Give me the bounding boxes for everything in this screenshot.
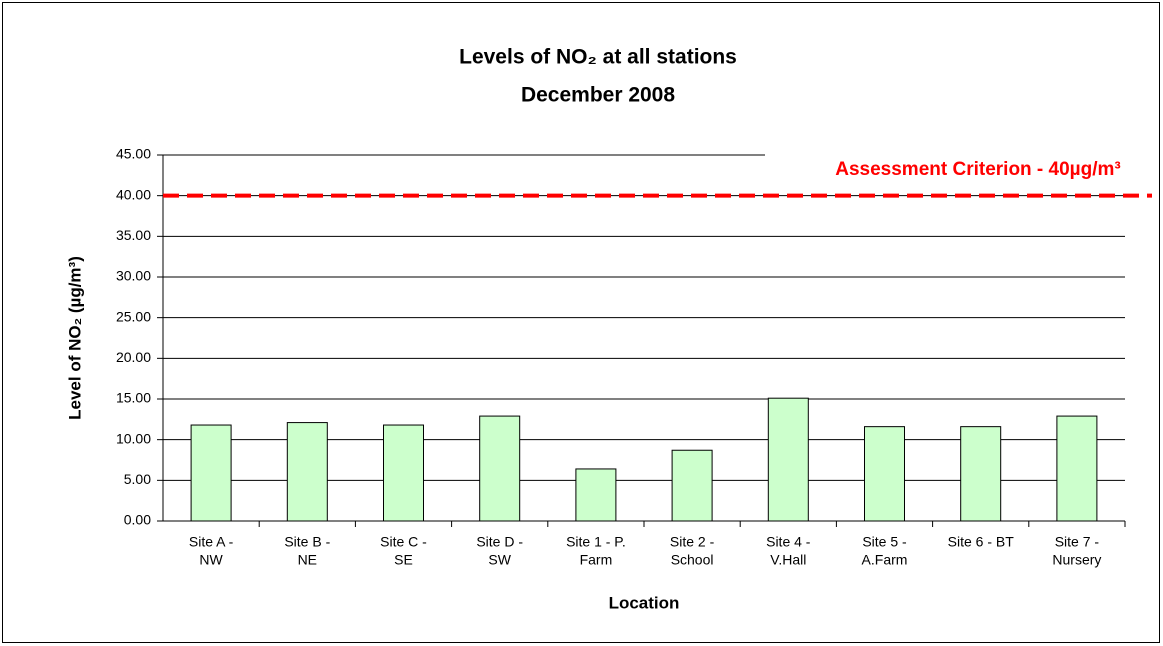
- x-tick-label: SW: [488, 552, 511, 568]
- y-tick-label: 25.00: [116, 308, 151, 324]
- chart-title: Levels of NO₂ at all stations: [459, 46, 737, 69]
- annotation-box: [765, 140, 1155, 185]
- x-tick-label: A.Farm: [862, 552, 908, 568]
- x-tick-label: NW: [199, 552, 223, 568]
- x-tick-label: Site 1 - P.: [566, 534, 626, 550]
- chart-subtitle: December 2008: [521, 84, 675, 107]
- y-tick-label: 15.00: [116, 390, 151, 406]
- x-tick-label: NE: [298, 552, 317, 568]
- x-tick-label: Site B -: [284, 534, 330, 550]
- x-tick-label: Farm: [580, 552, 613, 568]
- bar: [1056, 415, 1098, 522]
- y-tick-label: 40.00: [116, 186, 151, 202]
- bar: [479, 415, 521, 522]
- x-axis-label: Location: [609, 593, 680, 612]
- x-tick-label: School: [671, 552, 714, 568]
- x-tick-label: Site 7 -: [1055, 534, 1100, 550]
- y-tick-label: 20.00: [116, 349, 151, 365]
- y-axis-label: Level of NO₂ (µg/m³): [65, 256, 84, 420]
- x-tick-label: Nursery: [1052, 552, 1101, 568]
- y-tick-label: 5.00: [124, 471, 151, 487]
- bar: [960, 426, 1002, 522]
- bar: [575, 468, 617, 522]
- x-tick-label: Site A -: [189, 534, 234, 550]
- y-tick-label: 45.00: [116, 146, 151, 162]
- bar: [767, 397, 809, 522]
- x-tick-label: Site C -: [380, 534, 427, 550]
- annotation: Assessment Criterion - 40µg/m³: [835, 159, 1120, 180]
- bar: [864, 426, 905, 522]
- y-tick-label: 10.00: [116, 430, 151, 446]
- y-tick-label: 0.00: [124, 512, 151, 528]
- x-tick-label: Site 5 -: [862, 534, 907, 550]
- x-tick-label: Site 2 -: [670, 534, 715, 550]
- y-tick-label: 30.00: [116, 268, 151, 284]
- x-tick-label: Site D -: [476, 534, 523, 550]
- x-tick-label: Site 6 - BT: [948, 534, 1015, 550]
- x-tick-label: V.Hall: [770, 552, 806, 568]
- y-tick-label: 35.00: [116, 227, 151, 243]
- bar: [190, 424, 232, 522]
- bar: [286, 422, 328, 522]
- bar: [671, 449, 713, 522]
- bar: [383, 424, 424, 522]
- x-tick-label: SE: [394, 552, 413, 568]
- x-tick-label: Site 4 -: [766, 534, 811, 550]
